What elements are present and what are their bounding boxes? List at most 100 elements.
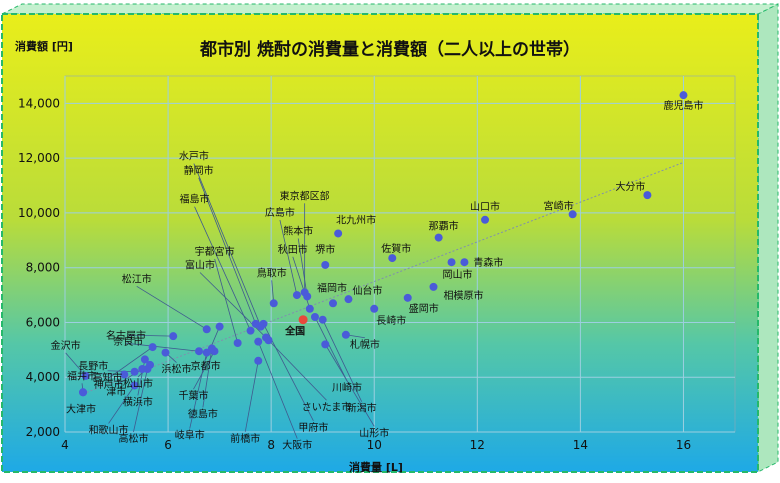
trendline [82,161,684,395]
data-point [403,293,412,302]
x-axis-title: 消費量 [L] [349,460,403,474]
point-label: 名古屋市 [106,329,146,342]
leader-line [133,368,148,433]
point-label: 那覇市 [429,220,459,233]
trendline-line [82,161,684,395]
data-point [79,388,88,397]
data-point [120,370,129,379]
data-point [246,326,255,335]
point-label: 秋田市 [278,243,308,256]
point-label: 川崎市 [332,381,362,394]
point-label: 新潟市 [347,402,377,415]
data-point [202,348,211,357]
y-tick-label: 12,000 [18,151,60,165]
leader-line [128,334,174,337]
leader-line [268,339,327,401]
point-label: さいたま市 [302,400,352,413]
leader-line [257,341,298,439]
data-point [460,258,469,267]
data-point [429,282,438,291]
data-point [481,215,490,224]
chart-title: 都市別 焼酎の消費量と消費額（二人以上の世帯） [199,39,580,60]
data-point [148,343,157,352]
point-label: 和歌山市 [89,423,129,436]
point-label: 徳島市 [188,407,218,420]
data-point [334,229,343,238]
point-label: 山口市 [470,200,500,213]
y-tick-labels: 2,000 4,000 6,000 8,000 10,000 12,000 14,000 [18,96,60,439]
data-point [318,315,327,324]
point-label: 京都市 [191,360,221,373]
leader-line [297,238,308,297]
point-label: 長崎市 [376,314,406,327]
point-label: 奈良市 [113,335,143,348]
point-label: 仙台市 [352,284,382,297]
y-tick-label: 14,000 [18,96,60,110]
data-point [434,233,443,242]
leader-line [198,177,257,324]
chart-background [1,13,759,473]
data-point [81,371,90,380]
x-tick-label: 6 [164,438,172,452]
point-label: 東京都区部 [280,189,330,202]
point-label: 福岡市 [317,281,347,294]
y-tick-label: 4,000 [26,370,60,384]
data-point [305,304,314,313]
x-tick-label: 12 [470,438,485,452]
point-label: 金沢市 [51,339,81,352]
x-tick-label: 8 [267,438,275,452]
point-label: 前橋市 [230,432,260,445]
data-point [643,191,652,200]
data-point [262,333,270,342]
point-label: 熊本市 [283,224,313,237]
leader-lines [65,163,375,439]
point-label: 岡山市 [443,268,473,281]
leader-line [193,163,262,327]
y-axis-title: 消費額 [円] [15,39,73,53]
leader-line [279,219,298,296]
point-label: 大阪市 [282,439,312,452]
point-label: 福井市 [67,369,97,382]
point-label: 水戸市 [179,150,209,163]
y-tick-label: 2,000 [26,425,60,439]
point-label: 山形市 [359,426,389,439]
data-point [254,356,263,365]
leader-line [324,344,375,427]
x-tick-label: 14 [573,438,588,452]
point-label: 盛岡市 [409,302,439,315]
point-label: 津市 [106,385,126,398]
point-label: 大津市 [66,402,96,415]
leader-line [189,352,208,429]
point-label: 鹿児島市 [663,99,703,112]
x-tick-label: 4 [61,438,69,452]
data-point [161,348,170,357]
data-point [370,304,379,313]
data-point [329,299,337,308]
point-label: 札幌市 [350,338,380,351]
data-point [215,322,224,331]
leader-line [194,206,251,331]
data-point [233,339,242,347]
point-label: 堺市 [315,243,335,256]
point-label: 甲府市 [298,421,328,434]
data-point [447,258,456,267]
point-label: 北九州市 [336,213,376,226]
data-point [388,254,397,263]
point-label: 千葉市 [178,389,208,402]
point-label: 静岡市 [184,164,214,177]
point-label: 松山市 [123,377,153,390]
data-point [138,365,147,374]
point-label: 松江市 [122,272,152,285]
data-point-national [298,315,308,325]
grid [64,76,735,433]
data-point [140,355,149,364]
point-label: 長野市 [78,359,108,372]
point-label: 高知市 [93,371,123,384]
point-label: 青森市 [473,256,503,269]
point-label: 横浜市 [123,395,153,408]
data-point [202,325,211,334]
data-point [568,210,577,219]
leader-line [202,348,213,408]
